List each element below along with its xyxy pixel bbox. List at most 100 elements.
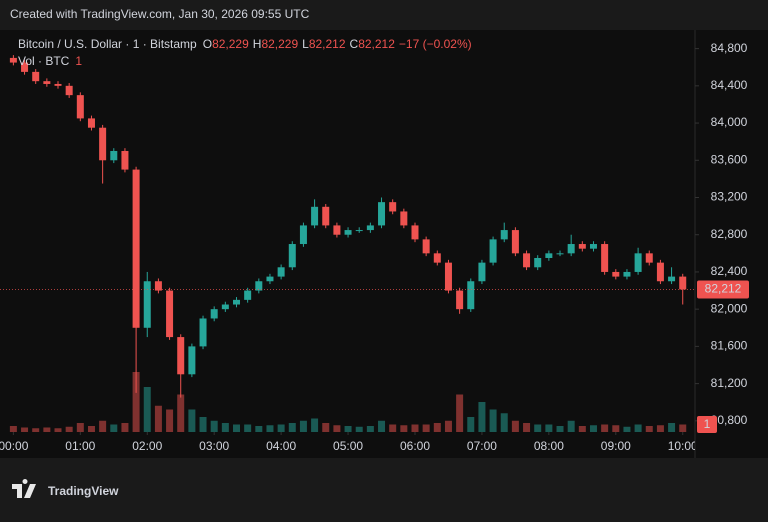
volume-bar (668, 423, 676, 432)
volume-bar (333, 425, 341, 432)
volume-bar (556, 426, 564, 432)
volume-bar (656, 425, 664, 432)
volume-bar (623, 426, 631, 432)
volume-badge (697, 416, 717, 433)
candle-body (668, 276, 676, 282)
volume-bar (444, 420, 452, 432)
x-tick-label: 09:00 (601, 439, 631, 453)
candle-body (65, 85, 73, 96)
candle-body (500, 230, 508, 240)
candle-body (311, 206, 319, 226)
candle-body (556, 253, 564, 255)
candle-body (389, 202, 397, 212)
volume-bar (378, 420, 386, 432)
candle-body (76, 95, 84, 119)
symbol: Bitcoin / U.S. Dollar · 1 · Bitstamp (18, 37, 197, 51)
ohlc-key: L (302, 37, 309, 51)
candle-body (578, 244, 586, 249)
candle-body (478, 262, 486, 282)
volume-bar (177, 394, 185, 432)
volume-bar (110, 424, 118, 432)
volume-bar (188, 409, 196, 432)
candle-body (467, 281, 475, 310)
chart-panel (0, 30, 768, 458)
volume-bar (456, 394, 464, 432)
volume-bar (221, 423, 229, 432)
volume-bar (411, 424, 419, 432)
candle-body (21, 62, 29, 72)
candle-body (121, 150, 129, 170)
y-tick-label: 82,400 (711, 264, 748, 278)
candle-body (378, 202, 386, 226)
y-tick-label: 81,600 (711, 339, 748, 353)
candle-body (154, 281, 162, 291)
candle-body (634, 253, 642, 272)
volume-bar (355, 426, 363, 432)
volume-bar (166, 409, 174, 432)
volume-bar (87, 426, 95, 432)
candle-body (355, 230, 363, 232)
candle-body (444, 262, 452, 291)
volume-bar (567, 420, 575, 432)
logo-text: TradingView (48, 484, 119, 498)
volume-bar (65, 426, 73, 432)
y-tick-label: 82,800 (711, 227, 748, 241)
volume-bar (121, 423, 129, 432)
y-tick-label: 82,000 (711, 301, 748, 315)
plot (0, 55, 695, 432)
candle-body (545, 253, 553, 258)
candle-body (411, 225, 419, 240)
volume-bar (489, 409, 497, 432)
candle-body (601, 244, 609, 272)
logo-icon (12, 479, 36, 498)
x-tick-label: 08:00 (534, 439, 564, 453)
candle-body (277, 267, 285, 277)
candle-body (589, 244, 597, 249)
candle-body (422, 239, 430, 254)
candle-body (612, 271, 620, 277)
last-price-label: 82,212 (705, 282, 742, 296)
ohlc-value: 82,229 (212, 37, 249, 51)
candle-body (177, 337, 185, 375)
x-tick-label: 06:00 (400, 439, 430, 453)
volume-bar (679, 424, 687, 432)
candle-body (188, 346, 196, 375)
candle-body (54, 83, 62, 86)
candle-body (233, 299, 241, 305)
x-axis: 00:00 01:00 02:00 03:00 04:00 05:00 06:00 07:00… (0, 432, 695, 453)
candle-body (255, 281, 263, 291)
volume-bar (511, 420, 519, 432)
ohlc-key: O (203, 37, 212, 51)
volume-bar (311, 418, 319, 432)
volume-bar (288, 423, 296, 432)
volume-bar (634, 424, 642, 432)
y-tick-label: 83,600 (711, 152, 748, 166)
volume-value: 1 (75, 54, 82, 68)
volume-bar (578, 426, 586, 432)
ohlc-key: C (350, 37, 359, 51)
volume-bar (344, 426, 352, 432)
candle-body (288, 244, 296, 268)
volume-bar (233, 424, 241, 432)
volume-bar (255, 426, 263, 432)
candle-body (43, 81, 51, 84)
candle-body (523, 253, 531, 268)
volume-bar (199, 417, 207, 432)
candle-body (679, 276, 687, 290)
ohlc-value: 82,212 (309, 37, 346, 51)
x-tick-label: 04:00 (266, 439, 296, 453)
volume-bar (9, 426, 17, 432)
candle-body (210, 309, 218, 319)
volume-legend: Vol · BTC 1 (18, 54, 82, 68)
candle-body (199, 318, 207, 347)
candle-body (322, 206, 330, 226)
volume-bar (534, 424, 542, 432)
legend: Bitcoin / U.S. Dollar · 1 · Bitstamp O82,… (18, 37, 472, 51)
candle-body (266, 276, 274, 282)
volume-title: Vol · BTC (18, 54, 70, 68)
volume-bar (76, 423, 84, 432)
header: Created with TradingView.com, Jan 30, 20… (10, 7, 310, 21)
x-tick-label: 03:00 (199, 439, 229, 453)
volume-bar (32, 428, 40, 432)
